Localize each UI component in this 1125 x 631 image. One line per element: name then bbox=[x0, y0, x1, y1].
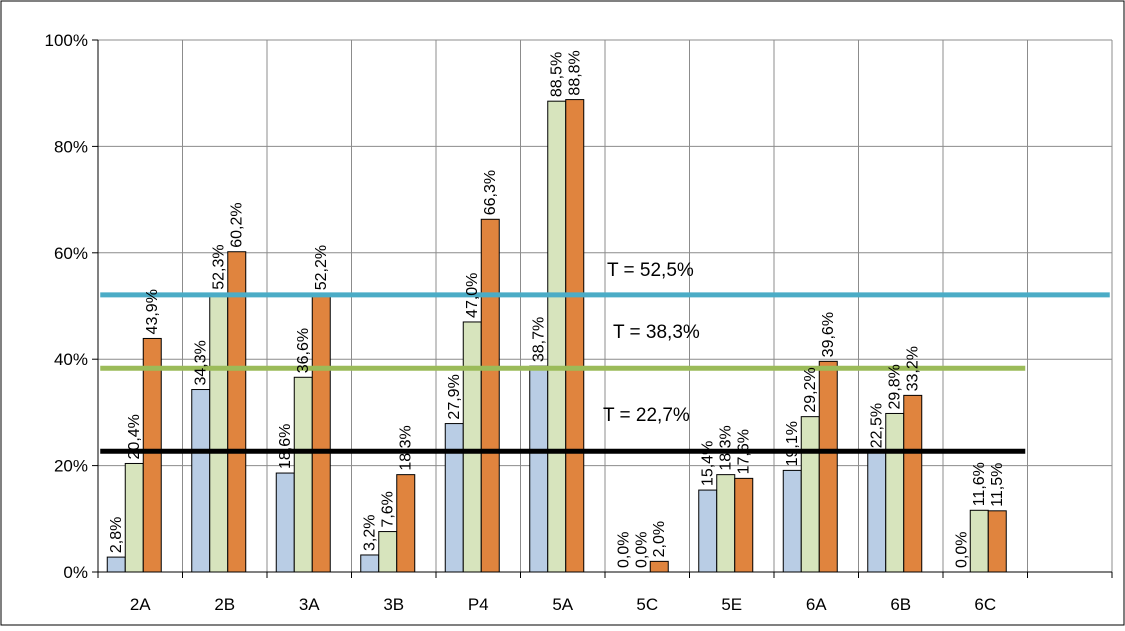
bar-series-3 bbox=[311, 293, 331, 573]
data-label-series-3: 2,0% bbox=[651, 521, 668, 557]
bar-series-1 bbox=[275, 472, 295, 573]
y-tick-label: 100% bbox=[45, 31, 88, 50]
data-label-series-3: 66,3% bbox=[482, 170, 499, 215]
bar-series-2 bbox=[969, 509, 989, 573]
data-label-series-1: 19,1% bbox=[784, 421, 801, 466]
bar-series-2 bbox=[124, 462, 144, 573]
data-label-series-2: 20,4% bbox=[126, 414, 143, 459]
bar-series-3 bbox=[903, 394, 923, 573]
bar-series-1 bbox=[106, 556, 126, 573]
bar-series-2 bbox=[209, 293, 229, 573]
y-tick-label: 40% bbox=[54, 350, 88, 369]
data-label-series-2: 18,3% bbox=[718, 425, 735, 470]
bar-series-2 bbox=[716, 474, 736, 573]
reference-line-label: T = 22,7% bbox=[603, 405, 690, 426]
data-label-series-1: 2,8% bbox=[108, 517, 125, 553]
data-label-series-3: 17,6% bbox=[736, 429, 753, 474]
x-tick-label: 6B bbox=[890, 595, 911, 614]
bar-series-1 bbox=[782, 469, 802, 573]
bar-series-2 bbox=[293, 376, 313, 573]
reference-line-label: T = 52,5% bbox=[607, 260, 694, 281]
bar-series-1 bbox=[444, 423, 464, 573]
x-tick-label: 5A bbox=[552, 595, 573, 614]
bar-series-3 bbox=[734, 477, 754, 573]
bar-series-1 bbox=[191, 389, 211, 573]
bar-series-2 bbox=[547, 100, 567, 573]
data-label-series-1: 0,0% bbox=[615, 532, 632, 568]
data-label-series-1: 3,2% bbox=[362, 515, 379, 551]
data-label-series-1: 38,7% bbox=[531, 317, 548, 362]
x-tick-label: 3B bbox=[383, 595, 404, 614]
data-label-series-1: 34,3% bbox=[193, 340, 210, 385]
data-label-series-2: 0,0% bbox=[633, 532, 650, 568]
bar-series-3 bbox=[396, 474, 416, 573]
data-label-series-1: 0,0% bbox=[953, 532, 970, 568]
data-label-series-3: 39,6% bbox=[820, 312, 837, 357]
bar-series-1 bbox=[529, 365, 549, 573]
bar-series-3 bbox=[649, 560, 669, 573]
gridlines bbox=[98, 39, 1113, 572]
data-label-series-3: 11,5% bbox=[989, 463, 1006, 507]
data-label-series-2: 7,6% bbox=[380, 491, 397, 527]
x-tick-label: 5C bbox=[636, 595, 658, 614]
reference-line-label: T = 38,3% bbox=[613, 322, 700, 343]
data-label-series-2: 47,0% bbox=[464, 273, 481, 318]
x-tick-label: 5E bbox=[721, 595, 742, 614]
y-tick-label: 0% bbox=[63, 563, 88, 582]
data-label-series-3: 52,2% bbox=[313, 245, 330, 290]
bar-series-1 bbox=[360, 554, 380, 573]
data-label-series-3: 33,2% bbox=[905, 346, 922, 391]
x-tick-label: 3A bbox=[299, 595, 320, 614]
bar-series-2 bbox=[378, 531, 398, 573]
x-tick-label: 6A bbox=[806, 595, 827, 614]
bar-series-1 bbox=[867, 451, 887, 573]
data-label-series-3: 43,9% bbox=[144, 289, 161, 334]
data-label-series-2: 29,8% bbox=[887, 364, 904, 409]
data-label-series-1: 18,6% bbox=[277, 424, 294, 469]
bar-series-3 bbox=[987, 510, 1007, 573]
bar-series-3 bbox=[565, 99, 585, 573]
y-tick-label: 80% bbox=[54, 137, 88, 156]
data-label-series-3: 88,8% bbox=[567, 50, 584, 95]
data-label-series-1: 27,9% bbox=[446, 374, 463, 419]
y-tick-label: 60% bbox=[54, 244, 88, 263]
axes: 0% 20% 40% 60% 80% 100% 2A 2B 3A 3B P4 5A 5C 5E 6A 6B 6C bbox=[45, 31, 1113, 614]
bars bbox=[106, 99, 1007, 573]
x-tick-label: 6C bbox=[974, 595, 996, 614]
data-label-series-3: 18,3% bbox=[398, 425, 415, 470]
data-label-series-1: 15,4% bbox=[700, 441, 717, 486]
x-tick-label: 2A bbox=[130, 595, 151, 614]
bar-series-1 bbox=[698, 489, 718, 573]
data-label-series-2: 52,3% bbox=[211, 244, 228, 289]
data-label-series-2: 11,6% bbox=[971, 462, 988, 506]
data-label-series-2: 88,5% bbox=[549, 52, 566, 97]
bar-series-3 bbox=[480, 218, 500, 573]
y-tick-label: 20% bbox=[54, 457, 88, 476]
bar-series-3 bbox=[142, 337, 162, 573]
data-labels: 2,8% 34,3% 18,6% 3,2% 27,9% 38,7% 0,0% 15,4% 19,… bbox=[108, 50, 1006, 568]
data-label-series-1: 22,5% bbox=[869, 403, 886, 448]
bar-series-2 bbox=[885, 412, 905, 573]
data-label-series-2: 36,6% bbox=[295, 328, 312, 373]
x-tick-label: P4 bbox=[468, 595, 489, 614]
bar-series-2 bbox=[462, 321, 482, 573]
data-label-series-3: 60,2% bbox=[229, 202, 246, 247]
reference-lines: T = 52,5% T = 38,3% T = 22,7% bbox=[100, 260, 1110, 454]
x-tick-label: 2B bbox=[214, 595, 235, 614]
bar-series-2 bbox=[800, 416, 820, 573]
data-label-series-2: 29,2% bbox=[802, 367, 819, 412]
bar-series-3 bbox=[227, 251, 247, 573]
bar-series-3 bbox=[818, 360, 838, 573]
